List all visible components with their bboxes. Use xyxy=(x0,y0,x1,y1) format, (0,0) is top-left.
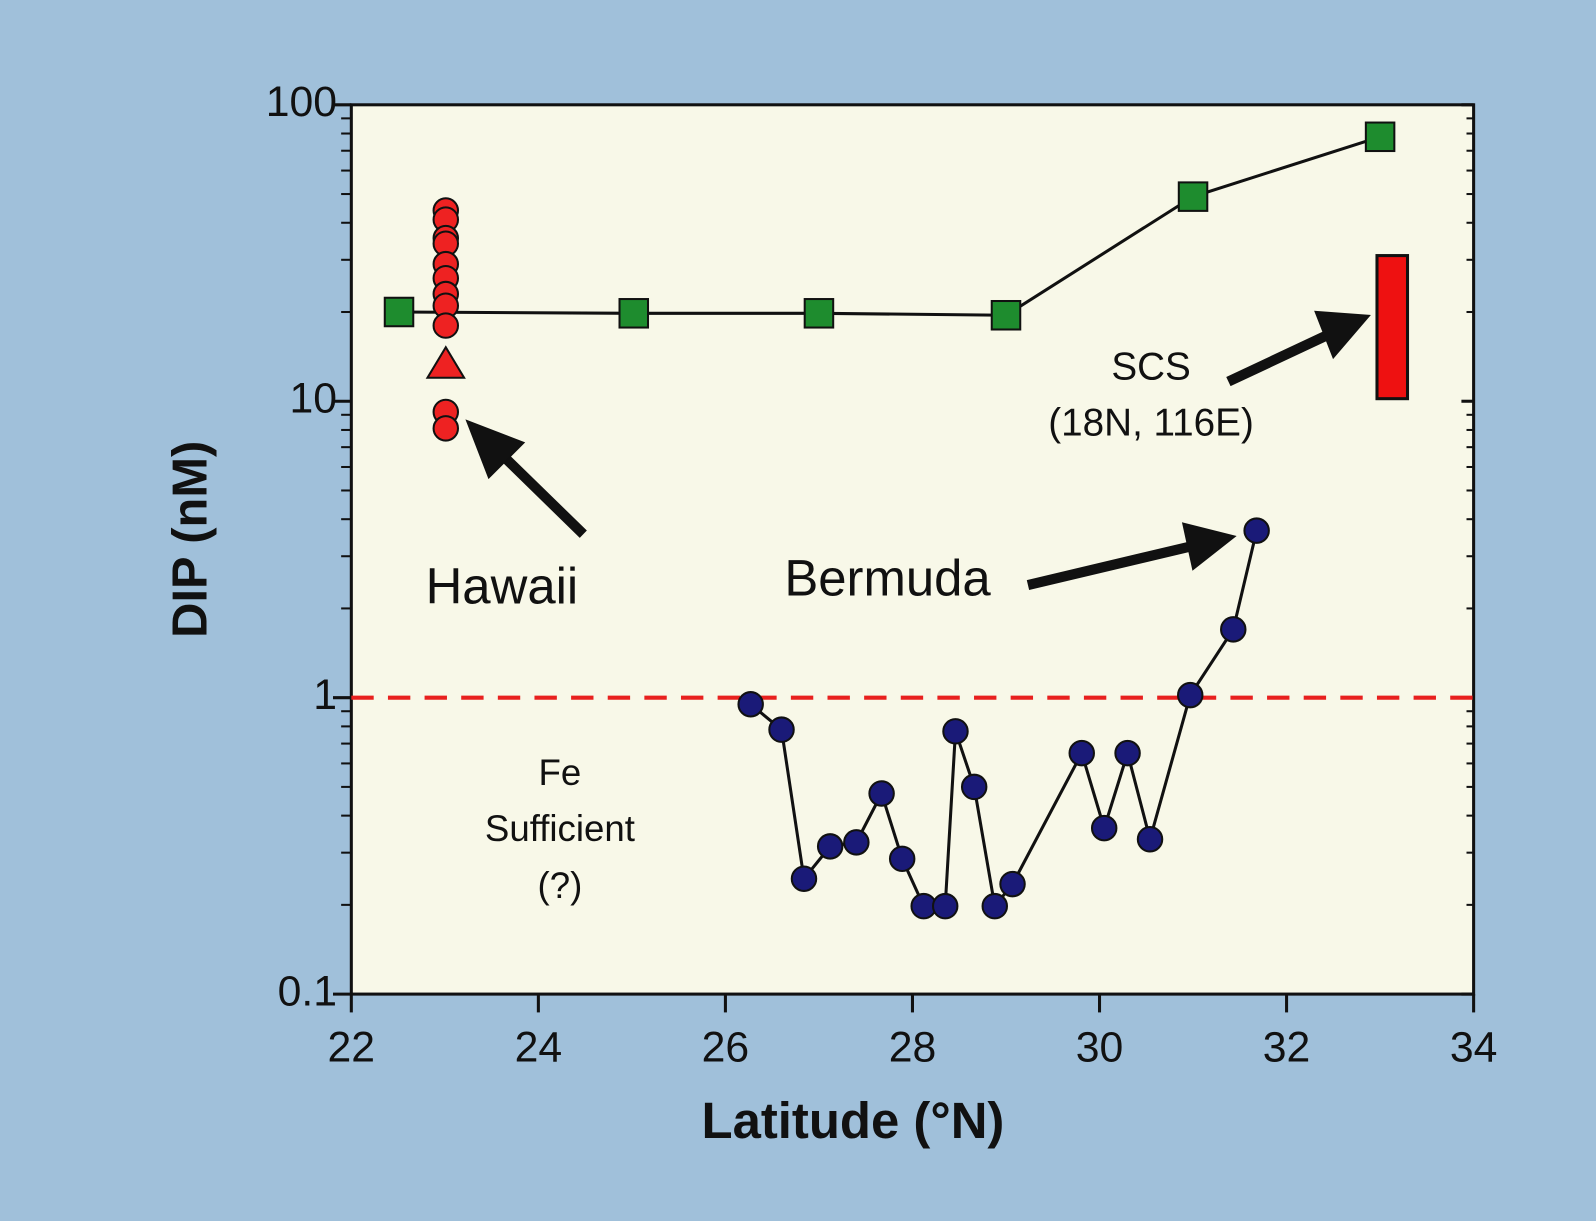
arrow-head xyxy=(465,419,526,480)
x-tick-label: 28 xyxy=(889,1023,937,1071)
marker xyxy=(999,870,1026,898)
marker xyxy=(432,415,460,442)
range-bar xyxy=(1375,254,1410,401)
y-tick-label: 1 xyxy=(313,671,337,719)
x-tick-label: 32 xyxy=(1263,1023,1311,1071)
marker xyxy=(1114,739,1141,767)
series xyxy=(737,517,1270,920)
x-tick-label: 26 xyxy=(702,1023,750,1071)
marker xyxy=(981,892,1008,920)
marker xyxy=(931,892,959,920)
marker xyxy=(768,716,795,743)
x-tick-label: 22 xyxy=(328,1023,376,1071)
series-line xyxy=(399,135,1381,317)
annotation: Fe xyxy=(539,752,582,793)
marker xyxy=(1177,681,1204,709)
annotation: (18N, 116E) xyxy=(1048,402,1254,445)
series xyxy=(425,345,466,379)
annotation: Sufficient xyxy=(485,808,635,849)
marker xyxy=(803,298,835,329)
marker xyxy=(737,691,764,718)
annotation: SCS xyxy=(1111,346,1190,389)
y-axis-label: DIP (nM) xyxy=(164,441,218,638)
marker xyxy=(432,312,460,339)
marker xyxy=(990,299,1022,331)
annotation: Bermuda xyxy=(784,549,991,606)
marker xyxy=(816,833,844,860)
series xyxy=(383,121,1396,331)
annotation: (?) xyxy=(538,865,583,906)
arrow-shaft xyxy=(1026,541,1192,591)
y-tick-label: 10 xyxy=(290,375,338,423)
marker xyxy=(790,865,818,892)
plot-area xyxy=(349,103,1476,996)
marker xyxy=(425,345,466,379)
arrow-shaft xyxy=(1226,330,1331,387)
series xyxy=(432,197,460,442)
marker xyxy=(383,296,415,328)
x-axis-label: Latitude (°N) xyxy=(702,1092,1005,1149)
x-tick-label: 34 xyxy=(1450,1023,1498,1071)
arrow-head xyxy=(1181,522,1237,571)
y-tick-label: 0.1 xyxy=(278,967,337,1015)
marker xyxy=(1136,826,1164,853)
marker xyxy=(1243,517,1270,544)
marker xyxy=(1090,814,1118,842)
marker xyxy=(843,829,870,856)
marker xyxy=(960,773,988,801)
marker xyxy=(888,845,916,873)
marker xyxy=(868,780,895,807)
arrow-head xyxy=(1314,310,1371,360)
y-tick-label: 100 xyxy=(266,78,337,126)
x-tick-label: 24 xyxy=(515,1023,563,1071)
marker xyxy=(1364,121,1396,153)
marker xyxy=(1177,181,1209,212)
annotation: Hawaii xyxy=(426,558,579,615)
marker xyxy=(618,298,650,329)
arrows xyxy=(465,310,1371,591)
marker xyxy=(1220,616,1247,643)
marker xyxy=(1068,739,1095,767)
annotations: Hawaii Bermuda SCS (18N, 116E) Fe Suffic… xyxy=(426,346,1254,906)
marker xyxy=(942,718,969,745)
x-tick-label: 30 xyxy=(1076,1023,1124,1071)
arrow-shaft xyxy=(495,448,587,538)
